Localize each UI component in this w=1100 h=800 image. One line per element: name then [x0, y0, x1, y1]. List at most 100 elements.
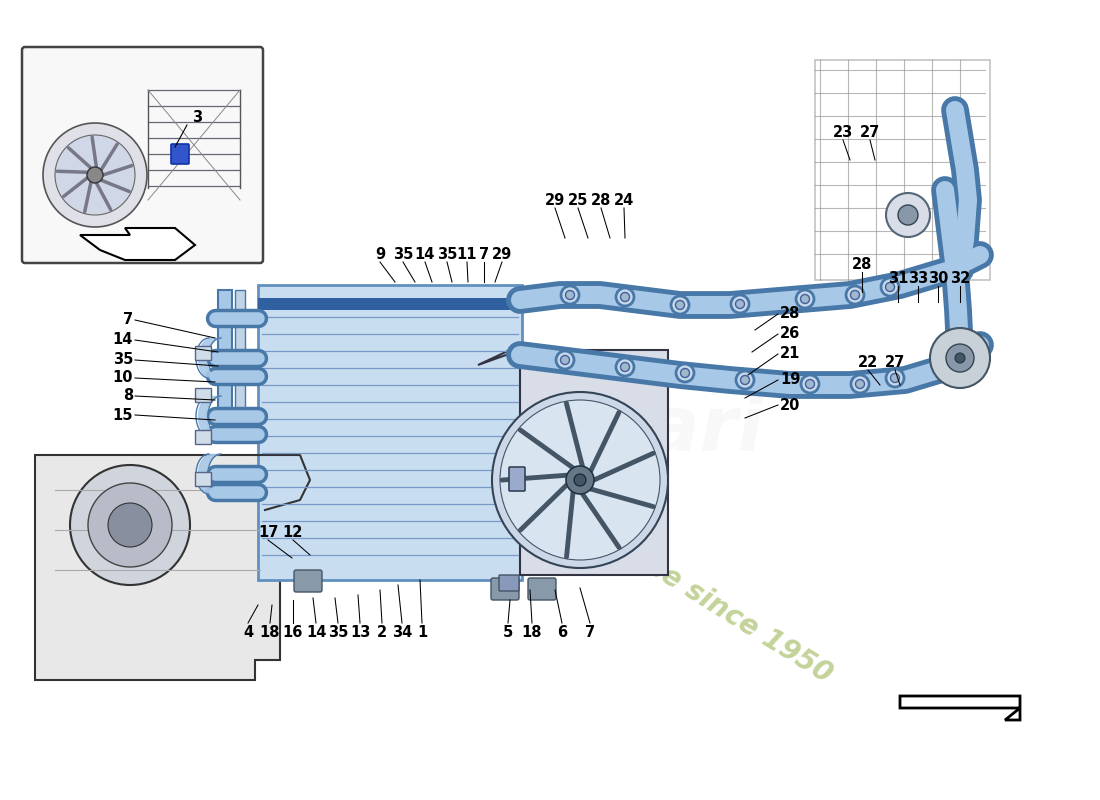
Text: 14: 14 [112, 333, 133, 347]
Circle shape [616, 358, 634, 376]
Circle shape [856, 379, 865, 389]
Text: 35: 35 [328, 625, 349, 640]
Circle shape [70, 465, 190, 585]
Text: 28: 28 [591, 193, 612, 208]
Circle shape [55, 135, 135, 215]
Text: 34: 34 [392, 625, 412, 640]
FancyBboxPatch shape [195, 346, 211, 360]
Text: 16: 16 [283, 625, 304, 640]
Circle shape [851, 375, 869, 393]
Text: 30: 30 [927, 271, 948, 286]
Text: 7: 7 [478, 247, 490, 262]
FancyBboxPatch shape [528, 578, 556, 600]
Text: 33: 33 [908, 271, 928, 286]
Circle shape [556, 351, 574, 369]
Circle shape [796, 290, 814, 308]
Text: 35: 35 [112, 353, 133, 367]
Text: 35: 35 [393, 247, 414, 262]
Text: 9: 9 [375, 247, 385, 262]
Text: 18: 18 [260, 625, 280, 640]
Circle shape [620, 362, 629, 371]
Text: 28: 28 [851, 257, 872, 272]
Text: 15: 15 [112, 407, 133, 422]
Circle shape [500, 400, 660, 560]
Text: 29: 29 [544, 193, 565, 208]
Circle shape [675, 301, 684, 310]
Circle shape [846, 286, 864, 304]
Circle shape [740, 375, 749, 385]
Text: 27: 27 [884, 355, 905, 370]
Circle shape [616, 288, 634, 306]
FancyBboxPatch shape [195, 430, 211, 444]
FancyBboxPatch shape [195, 388, 211, 402]
Circle shape [671, 296, 689, 314]
Circle shape [676, 364, 694, 382]
Circle shape [886, 282, 894, 291]
Circle shape [898, 205, 918, 225]
Text: 11: 11 [456, 247, 477, 262]
Text: 5: 5 [503, 625, 513, 640]
Text: a passion for performance since 1950: a passion for performance since 1950 [322, 352, 837, 688]
Text: 14: 14 [415, 247, 436, 262]
Circle shape [566, 466, 594, 494]
Text: 13: 13 [350, 625, 371, 640]
FancyBboxPatch shape [491, 578, 519, 600]
Circle shape [492, 392, 668, 568]
Circle shape [946, 344, 974, 372]
Circle shape [736, 371, 754, 389]
Circle shape [681, 369, 690, 378]
FancyBboxPatch shape [258, 298, 522, 310]
Circle shape [561, 355, 570, 365]
Text: 19: 19 [780, 373, 801, 387]
Text: 17: 17 [257, 525, 278, 540]
Polygon shape [478, 350, 668, 575]
Circle shape [88, 483, 172, 567]
Circle shape [805, 379, 814, 389]
Circle shape [891, 374, 900, 382]
Text: Ferrari: Ferrari [475, 393, 764, 467]
Text: 27: 27 [860, 125, 880, 140]
Polygon shape [258, 285, 522, 580]
Circle shape [801, 375, 820, 393]
Text: 8: 8 [123, 389, 133, 403]
Text: 26: 26 [780, 326, 801, 342]
Circle shape [801, 294, 810, 303]
Text: 32: 32 [950, 271, 970, 286]
Circle shape [886, 193, 929, 237]
Circle shape [881, 278, 899, 296]
Text: 7: 7 [585, 625, 595, 640]
Circle shape [886, 369, 904, 387]
Text: 35: 35 [437, 247, 458, 262]
FancyBboxPatch shape [509, 467, 525, 491]
Polygon shape [900, 696, 1020, 720]
Text: 20: 20 [780, 398, 801, 413]
Circle shape [108, 503, 152, 547]
Text: 7: 7 [123, 313, 133, 327]
Text: 28: 28 [780, 306, 801, 322]
Polygon shape [80, 228, 195, 260]
Text: 12: 12 [283, 525, 304, 540]
Text: 2: 2 [377, 625, 387, 640]
Text: 24: 24 [614, 193, 634, 208]
Text: 25: 25 [568, 193, 588, 208]
Text: 6: 6 [557, 625, 568, 640]
FancyBboxPatch shape [499, 575, 519, 591]
Text: 10: 10 [112, 370, 133, 386]
FancyBboxPatch shape [170, 144, 189, 164]
FancyBboxPatch shape [195, 472, 211, 486]
Text: 18: 18 [521, 625, 542, 640]
Circle shape [930, 328, 990, 388]
Text: 14: 14 [306, 625, 327, 640]
FancyBboxPatch shape [22, 47, 263, 263]
Circle shape [732, 295, 749, 313]
Text: 31: 31 [888, 271, 909, 286]
FancyBboxPatch shape [218, 290, 232, 420]
Circle shape [736, 299, 745, 309]
Text: 1: 1 [417, 625, 427, 640]
Circle shape [565, 290, 574, 299]
Text: 22: 22 [858, 355, 878, 370]
Text: 3: 3 [192, 110, 202, 126]
Text: 23: 23 [833, 125, 854, 140]
FancyBboxPatch shape [235, 290, 245, 420]
Circle shape [87, 167, 103, 183]
